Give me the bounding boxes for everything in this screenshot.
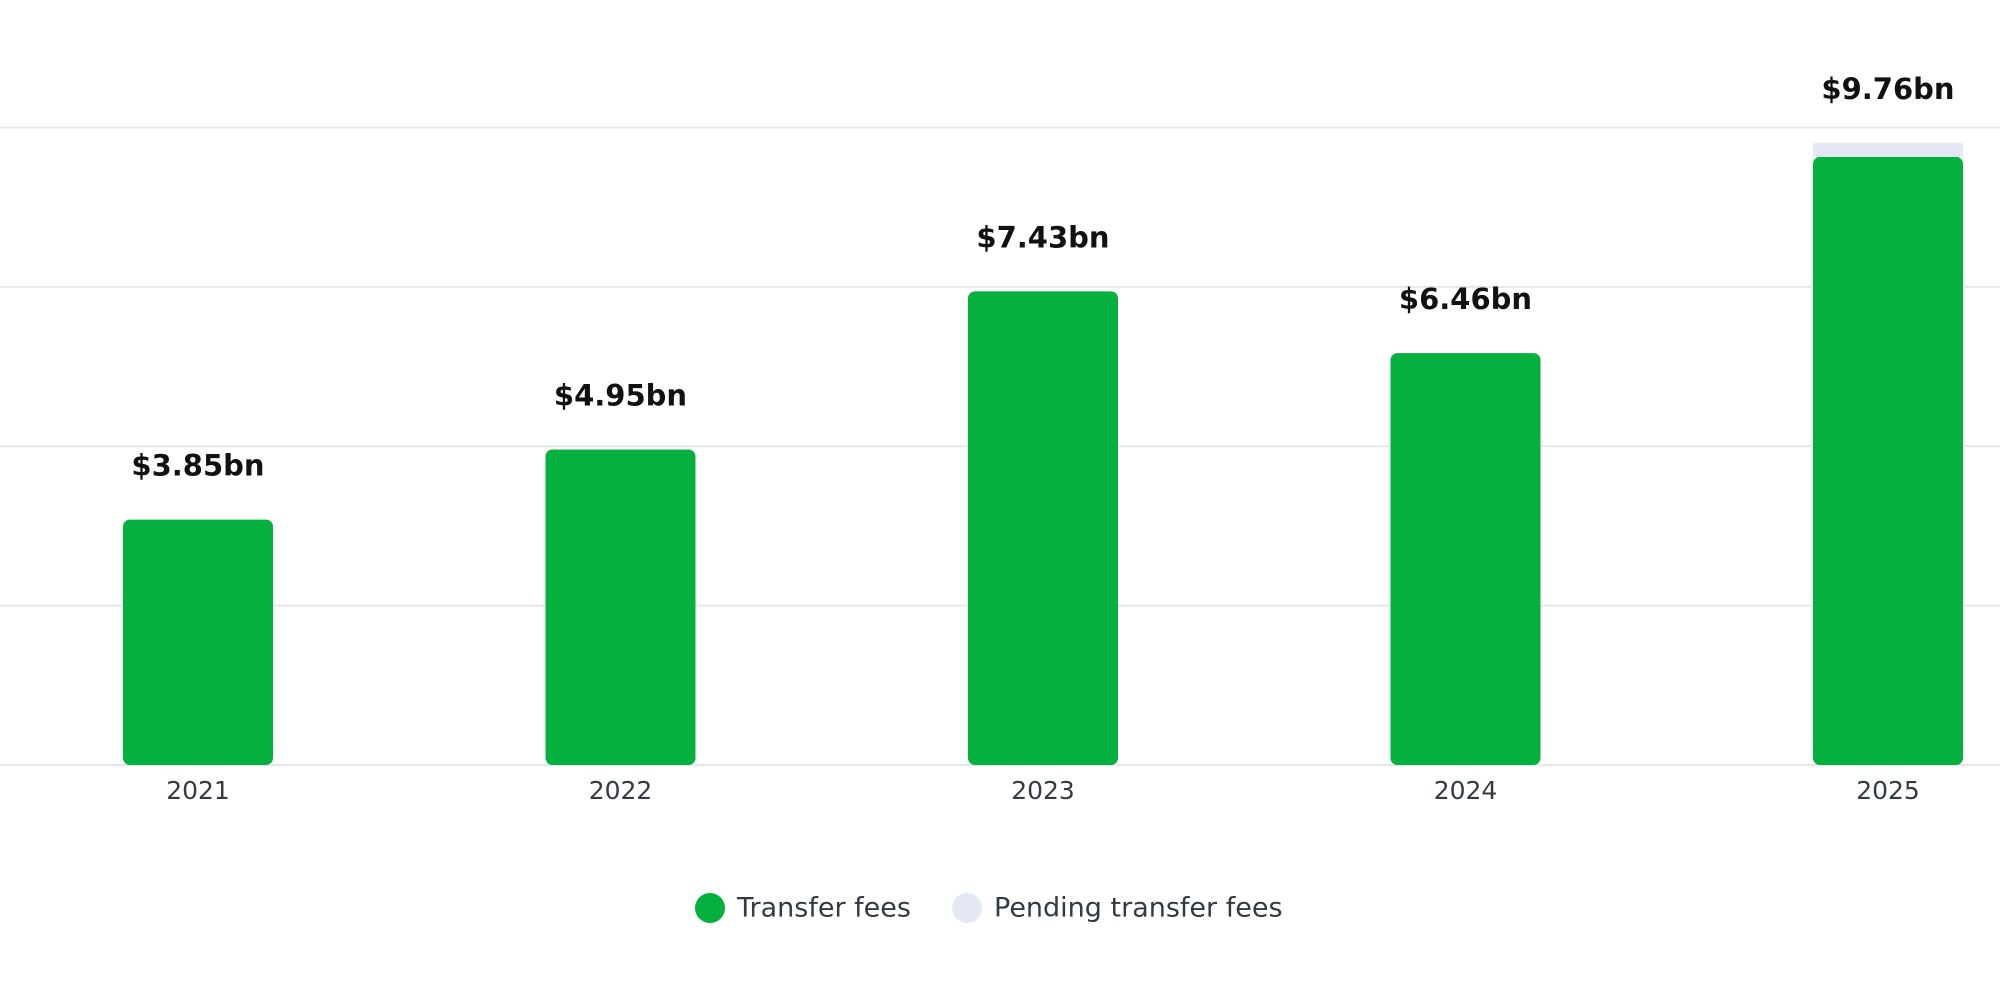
total-label: $9.76bn <box>1821 72 1954 106</box>
x-tick-label: 2022 <box>589 776 653 805</box>
pending-bar <box>1813 142 1963 157</box>
bar <box>1390 353 1541 765</box>
legend-marker <box>695 893 725 923</box>
bar <box>1813 156 1963 765</box>
total-label: $6.46bn <box>1399 282 1532 316</box>
total-label: $4.95bn <box>554 378 687 412</box>
x-tick-label: 2025 <box>1856 776 1920 805</box>
total-label: $3.85bn <box>131 449 264 483</box>
total-label: $7.43bn <box>976 220 1109 254</box>
legend-label: Transfer fees <box>736 893 911 924</box>
x-tick-label: 2023 <box>1011 776 1075 805</box>
x-tick-label: 2021 <box>166 776 230 805</box>
bar <box>123 519 273 765</box>
x-tick-label: 2024 <box>1434 776 1498 805</box>
legend-marker <box>952 893 982 923</box>
legend-label: Pending transfer fees <box>994 893 1283 924</box>
bar <box>968 291 1118 765</box>
bar <box>545 449 696 765</box>
